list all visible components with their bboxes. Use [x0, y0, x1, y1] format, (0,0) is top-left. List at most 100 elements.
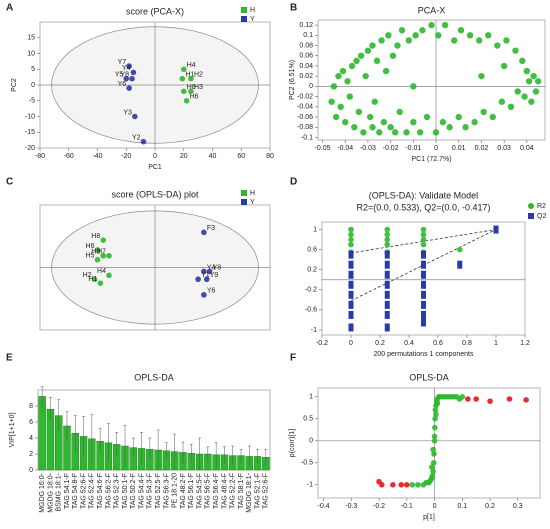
- y-tick-label: 0.6: [307, 246, 317, 253]
- point: [420, 241, 427, 248]
- point: [489, 113, 496, 121]
- point: [428, 21, 435, 29]
- x-tick-label: TAG 58:1-F: [238, 473, 245, 509]
- point: [396, 108, 403, 116]
- point: [126, 85, 132, 91]
- point: [384, 300, 390, 309]
- chart-title: score (PCA-X): [126, 6, 184, 16]
- point: [376, 129, 383, 136]
- x-axis-label: PC1: [148, 164, 162, 171]
- point: [348, 241, 354, 248]
- point: [123, 75, 130, 82]
- point: [421, 280, 426, 289]
- point-label: Y5: [115, 72, 124, 79]
- point: [379, 482, 385, 488]
- point: [500, 62, 508, 70]
- point: [455, 113, 462, 121]
- point: [342, 118, 349, 126]
- point: [97, 280, 104, 286]
- y-tick-label: -15: [25, 129, 35, 136]
- point: [421, 260, 426, 269]
- y-tick-label: 0.06: [299, 53, 313, 60]
- y-tick-label: -0.6: [305, 307, 317, 314]
- x-tick-label: TAG 52:6-F: [263, 473, 270, 509]
- y-tick-label: -0.06: [297, 114, 313, 121]
- point: [506, 396, 513, 402]
- point: [348, 290, 354, 299]
- point: [485, 32, 492, 39]
- point: [360, 129, 367, 136]
- point: [348, 323, 354, 332]
- point-label: H6: [86, 243, 95, 250]
- point: [421, 310, 426, 319]
- y-tick-label: -0.04: [297, 104, 313, 111]
- point: [514, 88, 521, 95]
- point: [384, 231, 391, 238]
- point-label: H7: [97, 249, 106, 256]
- point: [369, 42, 376, 49]
- point: [201, 292, 207, 298]
- x-tick-label: MGDG 18:1-: [246, 472, 253, 512]
- legend-swatch: [241, 190, 247, 196]
- point-label: H4: [187, 62, 196, 69]
- x-tick-label: TAG 56:5-F: [205, 473, 212, 509]
- x-tick-label: TAG 56:2-F: [105, 473, 112, 509]
- point: [532, 88, 540, 95]
- y-tick-label: 0.02: [299, 73, 313, 80]
- point: [439, 118, 447, 126]
- point-label: Y8: [120, 72, 129, 79]
- point-label: H8: [91, 233, 100, 240]
- x-tick-label: TAG 52:6-F: [80, 473, 87, 509]
- point: [459, 394, 466, 400]
- point: [201, 268, 207, 275]
- x-tick-label: TAG 56:1-F: [188, 473, 195, 509]
- point: [498, 98, 506, 105]
- point: [384, 310, 390, 319]
- panel: B PCA-X -0.1 -0.08 -0.06 -0.04 -0.02 0 0.02 0.04 0…: [289, 3, 546, 163]
- x-tick-label: TAG 54:3-F: [147, 473, 154, 509]
- point: [106, 252, 112, 259]
- point-label: Y2: [132, 135, 141, 142]
- x-tick-label: 0.6: [433, 340, 443, 347]
- point: [132, 113, 138, 120]
- point-label: H4: [97, 268, 106, 275]
- point: [430, 460, 437, 466]
- y-tick-label: 0: [309, 83, 313, 90]
- y-tick-label: 8: [29, 403, 33, 410]
- x-tick-label: TAG 52:1-F: [254, 473, 261, 509]
- point: [384, 250, 390, 259]
- point-label: H8: [187, 84, 196, 91]
- point: [419, 27, 426, 34]
- x-tick-label: -0.03: [360, 145, 376, 152]
- point: [503, 37, 510, 44]
- y-tick-label: 1: [313, 226, 317, 233]
- x-tick-label: 0.02: [475, 145, 489, 152]
- point: [441, 21, 449, 29]
- x-tick-label: 60: [237, 153, 245, 160]
- point: [348, 62, 356, 70]
- x-tick-label: -0.2: [316, 340, 328, 347]
- point: [421, 270, 426, 279]
- chart-subtitle: R2=(0.0, 0.533), Q2=(0.0, -0.417): [356, 202, 490, 212]
- point: [126, 63, 132, 69]
- point: [431, 438, 438, 444]
- point: [420, 226, 427, 233]
- x-tick-label: TAG 48:2-F: [180, 473, 187, 509]
- y-tick-label: -1: [307, 482, 313, 489]
- point-label: Y6: [118, 81, 127, 88]
- x-tick-label: TAG 54:4-F: [138, 473, 145, 509]
- x-tick-label: 0.03: [497, 145, 511, 152]
- point: [412, 32, 419, 39]
- legend-swatch: [241, 199, 247, 205]
- point: [180, 88, 187, 95]
- x-tick-label: -0.04: [337, 145, 353, 152]
- point: [420, 231, 427, 238]
- point: [421, 250, 426, 259]
- x-tick-label: 40: [209, 153, 217, 160]
- y-tick-label: 0.1: [303, 32, 313, 39]
- point: [434, 400, 441, 407]
- point: [389, 52, 397, 59]
